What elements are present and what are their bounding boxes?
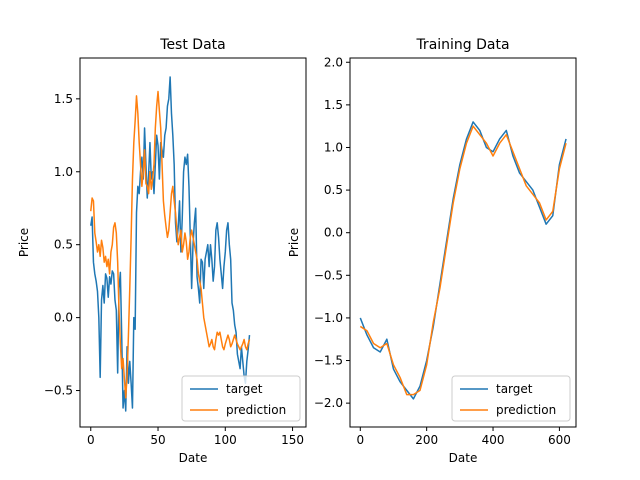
series-line-target	[359, 121, 567, 400]
x-tick-label: 600	[548, 433, 571, 447]
y-tick-label: 0.5	[54, 238, 73, 252]
chart-title: Test Data	[159, 37, 225, 53]
y-tick-label: −2.0	[314, 396, 343, 410]
y-tick-label: 0.0	[54, 311, 73, 325]
x-tick-label: 0	[87, 433, 95, 447]
y-tick-label: −1.0	[314, 311, 343, 325]
y-tick-label: 1.0	[54, 165, 73, 179]
legend-label-prediction: prediction	[226, 403, 286, 417]
legend: target prediction	[181, 375, 301, 422]
legend-label-prediction: prediction	[496, 403, 556, 417]
y-tick-label: 1.5	[54, 92, 73, 106]
y-tick-label: −0.5	[44, 384, 73, 398]
legend: target prediction	[451, 375, 571, 422]
axes-frame	[349, 57, 577, 428]
y-axis-label: Price	[287, 228, 301, 257]
y-tick-label: −1.5	[314, 354, 343, 368]
legend-label-target: target	[226, 382, 263, 396]
x-tick-label: 0	[356, 433, 364, 447]
x-axis-label: Date	[449, 451, 478, 465]
chart-title: Training Data	[415, 37, 509, 53]
series-line-prediction	[90, 90, 251, 399]
x-tick-label: 100	[214, 433, 237, 447]
y-tick-label: −0.5	[314, 268, 343, 282]
y-axis-label: Price	[17, 228, 31, 257]
y-tick-label: 1.0	[324, 140, 343, 154]
series-line-target	[90, 76, 251, 412]
axes-frame	[79, 57, 307, 428]
chart-2: 0 200 400 600 −2.0 −1.5 −1.0 −0.5 0.0 0.5 1.0 1.5 2.…	[287, 37, 577, 465]
y-tick-label: 0.0	[324, 226, 343, 240]
legend-label-target: target	[496, 382, 533, 396]
chart-1: 0 50 100 150 −0.5 0.0 0.5 1.0 1.5 Test Data Date Pr…	[17, 37, 307, 465]
x-tick-label: 400	[482, 433, 505, 447]
x-tick-label: 150	[281, 433, 304, 447]
y-tick-label: 1.5	[324, 98, 343, 112]
series-line-prediction	[359, 125, 567, 396]
x-axis-label: Date	[179, 451, 208, 465]
x-tick-label: 200	[415, 433, 438, 447]
x-tick-label: 50	[150, 433, 165, 447]
y-tick-label: 0.5	[324, 183, 343, 197]
y-tick-label: 2.0	[324, 55, 343, 69]
